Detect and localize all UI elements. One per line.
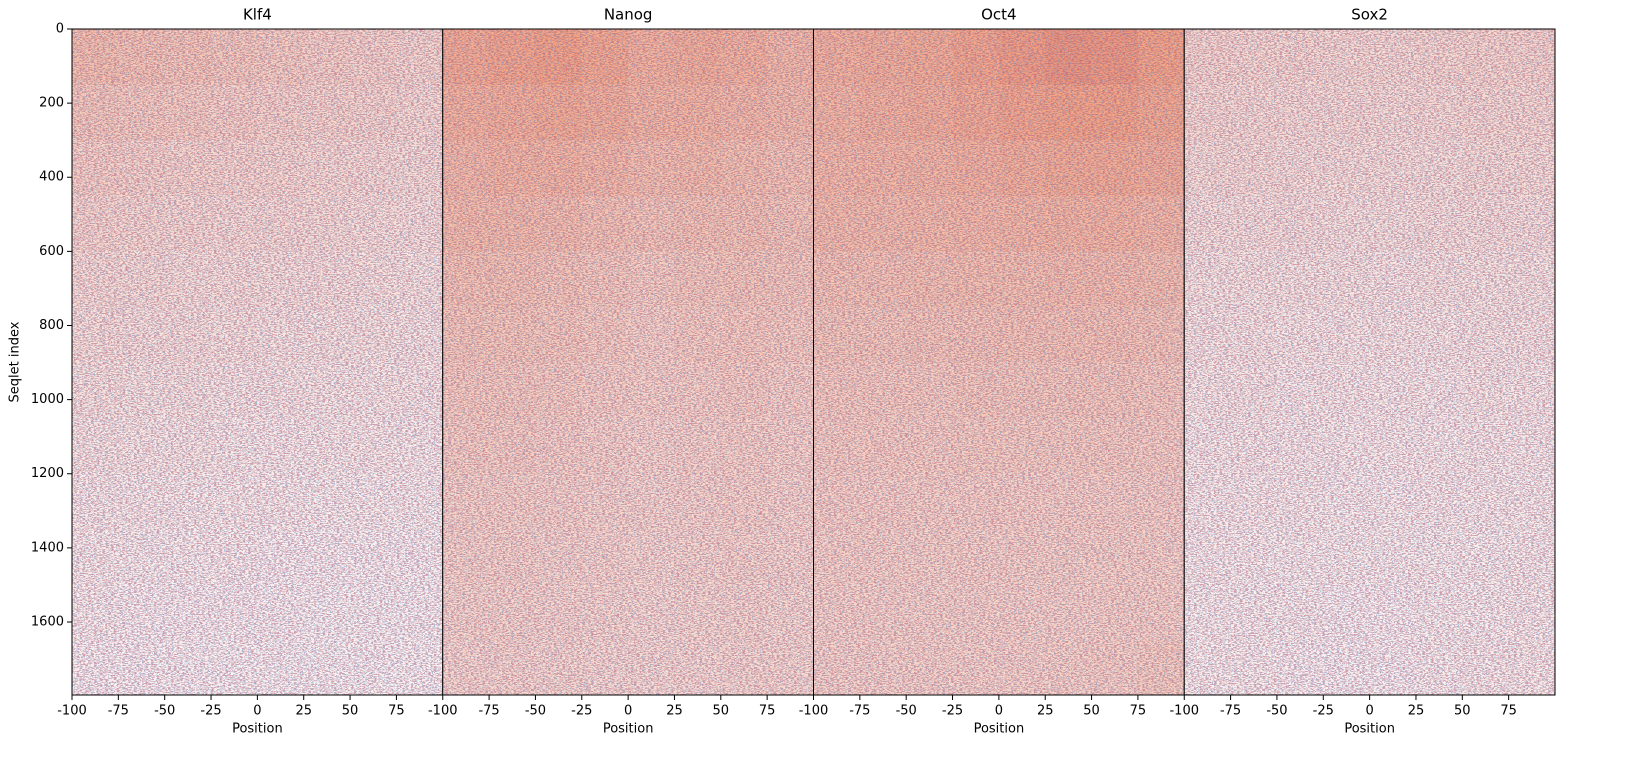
x-tick-label: -100	[428, 704, 458, 719]
x-tick-label: 50	[713, 704, 730, 719]
x-tick-label: -100	[799, 704, 829, 719]
heatmap-panel	[813, 29, 1185, 696]
x-tick-label: -25	[1313, 704, 1334, 719]
x-tick-label: 75	[1500, 704, 1517, 719]
y-tick-label: 1000	[31, 392, 64, 407]
x-tick-label: 25	[295, 704, 312, 719]
x-tick-label: -25	[571, 704, 592, 719]
y-tick-label: 1200	[31, 466, 64, 481]
y-tick-label: 1400	[31, 540, 64, 555]
x-tick-label: -100	[1169, 704, 1199, 719]
texture	[1184, 29, 1555, 695]
heatmap-panel	[1184, 29, 1556, 696]
x-tick-label: 50	[342, 704, 359, 719]
x-axis-label: Position	[232, 722, 283, 737]
x-tick-label: 0	[253, 704, 261, 719]
x-tick-label: -50	[154, 704, 175, 719]
y-tick-label: 400	[39, 170, 64, 185]
y-axis-label: Seqlet index	[8, 321, 23, 402]
y-tick-label: 1600	[31, 614, 64, 629]
panel-title: Oct4	[981, 6, 1016, 24]
x-tick-label: -25	[200, 704, 221, 719]
x-tick-label: 75	[1130, 704, 1147, 719]
y-tick-label: 200	[39, 96, 64, 111]
x-tick-label: 25	[1037, 704, 1054, 719]
x-tick-label: 75	[388, 704, 405, 719]
x-tick-label: -50	[525, 704, 546, 719]
x-tick-label: 50	[1083, 704, 1100, 719]
x-tick-label: 0	[995, 704, 1003, 719]
x-tick-label: -25	[942, 704, 963, 719]
panel-title: Klf4	[243, 6, 272, 24]
heatmap-panel	[442, 29, 814, 696]
texture	[442, 29, 814, 695]
y-tick-label: 0	[56, 22, 64, 37]
x-tick-label: 0	[1365, 704, 1373, 719]
x-axis-label: Position	[1344, 722, 1395, 737]
x-tick-label: -100	[57, 704, 87, 719]
x-tick-label: -50	[1266, 704, 1287, 719]
panel-title: Nanog	[604, 6, 653, 24]
y-tick-label: 600	[39, 244, 64, 259]
panel-title: Sox2	[1351, 6, 1388, 24]
x-tick-label: 75	[759, 704, 776, 719]
heatmap-panel	[72, 29, 444, 696]
x-tick-label: -75	[108, 704, 129, 719]
x-tick-label: -75	[1220, 704, 1241, 719]
x-tick-label: 25	[666, 704, 683, 719]
y-tick-label: 800	[39, 318, 64, 333]
x-axis-label: Position	[603, 722, 654, 737]
x-tick-label: -75	[478, 704, 499, 719]
x-axis-label: Position	[974, 722, 1025, 737]
x-tick-label: 25	[1408, 704, 1425, 719]
texture	[72, 29, 443, 695]
x-tick-label: 50	[1454, 704, 1471, 719]
x-tick-label: -75	[849, 704, 870, 719]
x-tick-label: -50	[896, 704, 917, 719]
texture	[813, 29, 1185, 695]
x-tick-label: 0	[624, 704, 632, 719]
